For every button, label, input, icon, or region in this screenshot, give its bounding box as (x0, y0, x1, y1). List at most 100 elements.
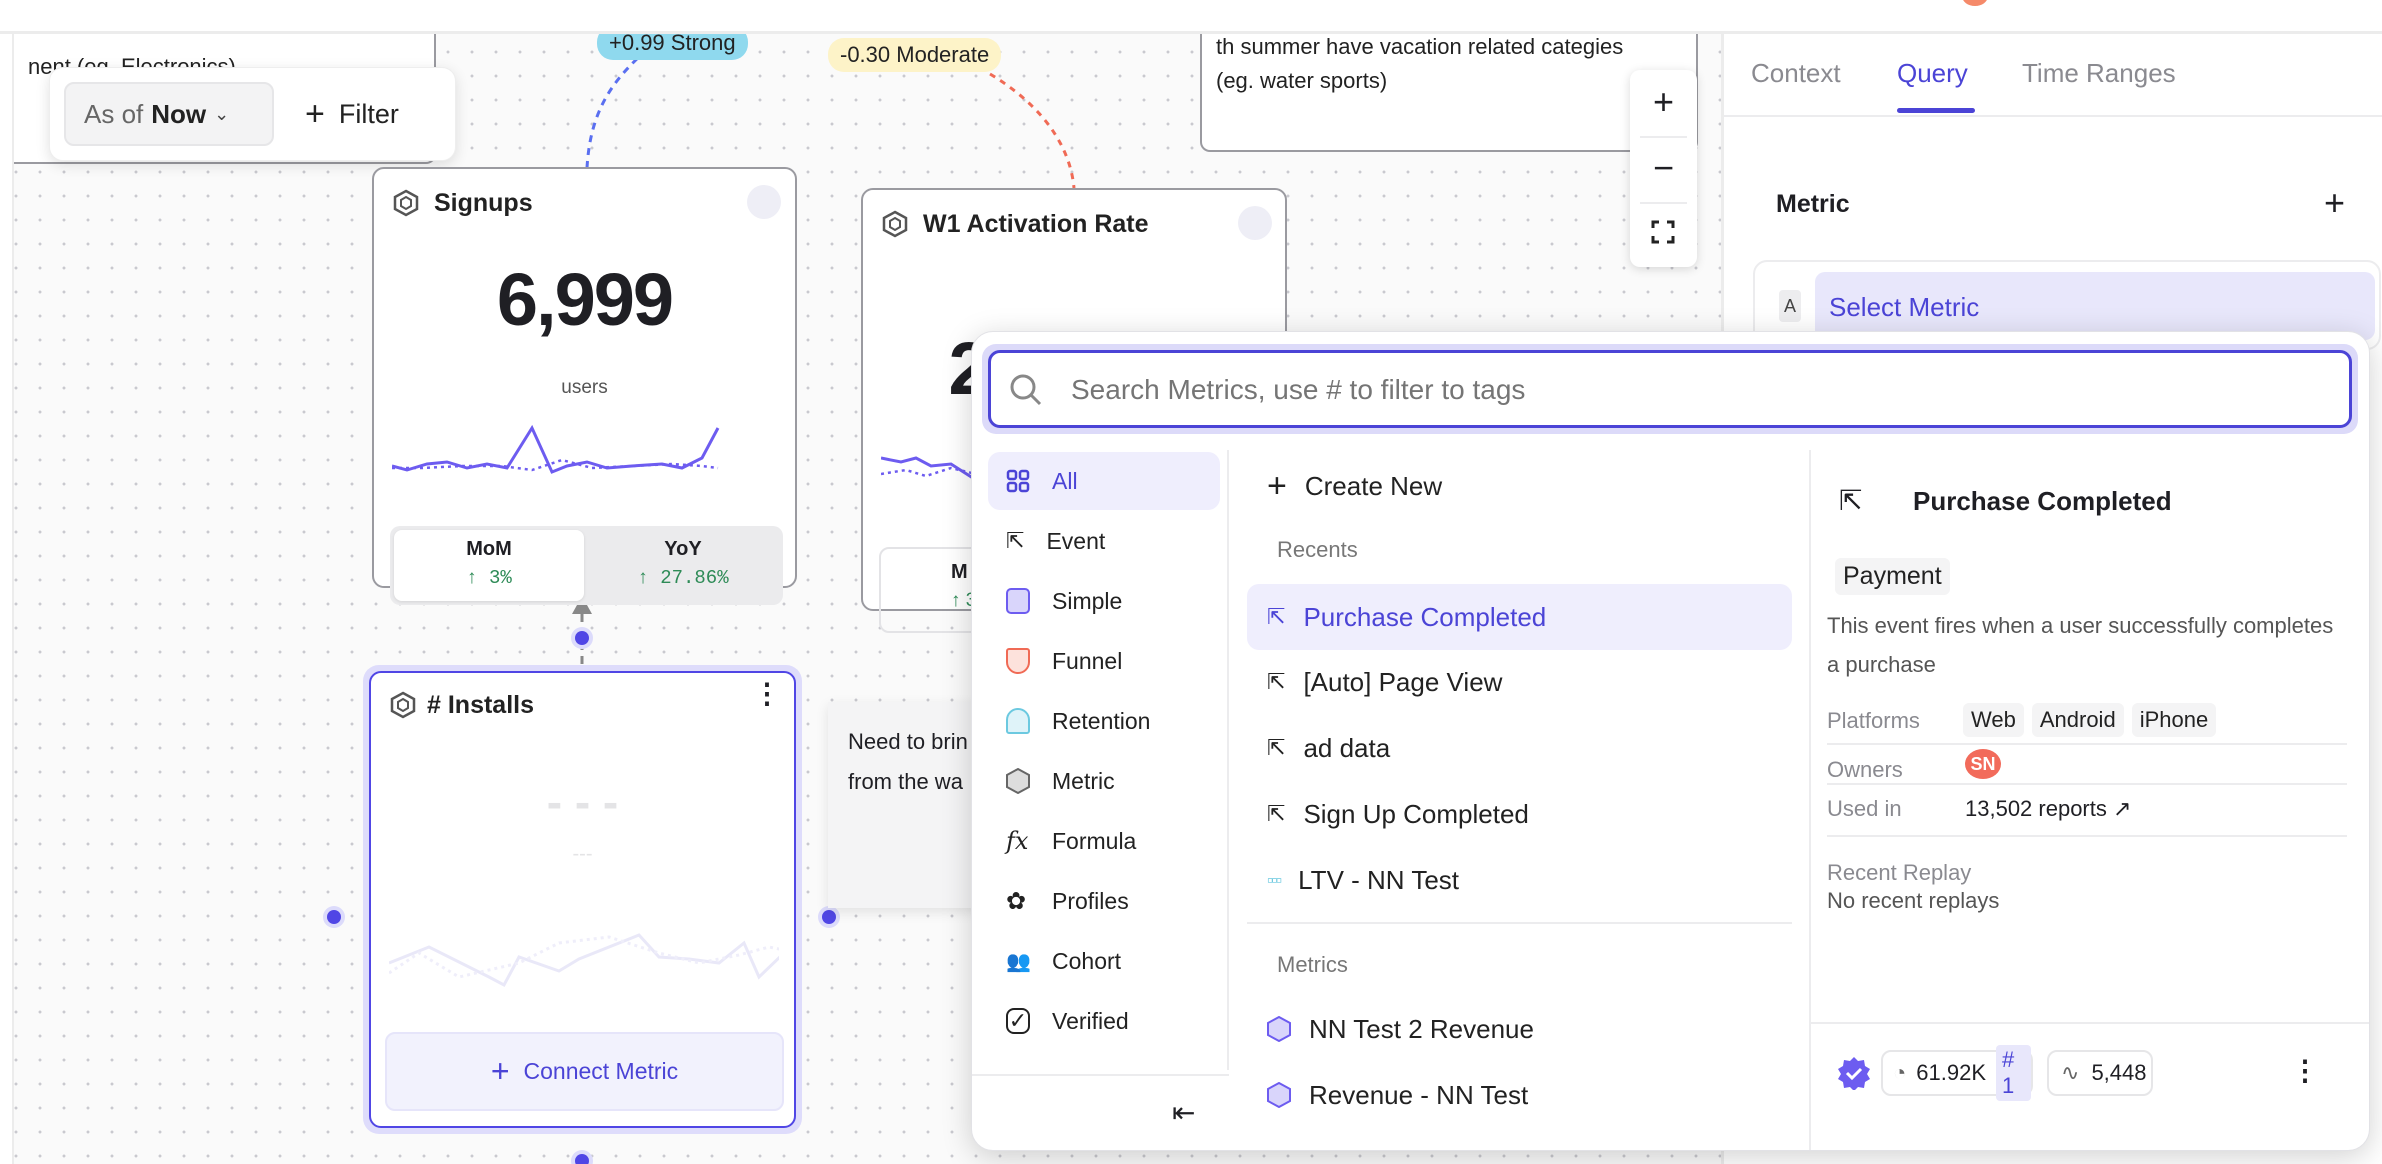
create-new-button[interactable]: + Create New (1247, 455, 1442, 517)
item-label: ad data (1303, 732, 1391, 763)
category-metric[interactable]: Metric (988, 752, 1220, 810)
left-edge-strip (0, 34, 14, 1164)
sparkline (881, 456, 977, 482)
verified-badge-icon (1838, 1057, 1870, 1090)
as-of-value: Now (151, 98, 207, 129)
correlation-badge-strong[interactable]: +0.99 Strong (597, 34, 748, 60)
metric-item[interactable]: NN Test 2 Revenue (1247, 998, 1534, 1060)
correlation-badge-moderate[interactable]: -0.30 Moderate (828, 38, 1002, 72)
category-cohort[interactable]: 👥 Cohort (988, 932, 1220, 990)
connection-handle[interactable] (822, 910, 836, 924)
kebab-menu-icon[interactable]: ⋮ (753, 678, 781, 709)
note-card-right[interactable]: th summer have vacation related categies… (1200, 34, 1698, 152)
as-of-dropdown[interactable]: As of Now ⌄ (64, 82, 274, 146)
metric-item[interactable]: Revenue - NN Test (1247, 1064, 1528, 1126)
add-metric-button[interactable]: + (2324, 182, 2346, 223)
zoom-in-button[interactable]: + (1652, 81, 1675, 122)
verified-icon: ✓ (1006, 1008, 1030, 1034)
active-tab-indicator (1897, 108, 1975, 113)
used-in-link[interactable]: 13,502 reports ↗ (1965, 796, 2132, 821)
yoy-option[interactable]: YoY ↑ 27.86% (588, 530, 778, 601)
category-profiles[interactable]: ✿ Profiles (988, 872, 1220, 930)
category-verified[interactable]: ✓ Verified (988, 992, 1220, 1050)
volume-value: 61.92K (1916, 1060, 1987, 1085)
owners-label: Owners (1827, 757, 1903, 782)
category-label: All (1052, 467, 1078, 494)
platform-chip: Android (2031, 703, 2124, 737)
avatar (747, 185, 781, 219)
metric-value: 6,999 (496, 258, 674, 341)
filter-toolbar: As of Now ⌄ + Filter (49, 67, 456, 161)
metric-card-signups[interactable]: Signups 6,999 users MoM ↑ 3% YoY ↑ 27.86… (372, 167, 797, 605)
event-cursor-icon: ⇱ (1267, 801, 1286, 826)
metric-hex-icon (882, 210, 908, 238)
select-metric-button[interactable]: Select Metric (1815, 272, 2375, 340)
zoom-out-button[interactable]: − (1652, 147, 1675, 188)
metric-heading: Metric (1776, 190, 1850, 218)
recent-item[interactable]: ⇱ [Auto] Page View (1247, 651, 1502, 713)
item-label: LTV - NN Test (1298, 864, 1460, 895)
placeholder-sparkline (389, 933, 779, 988)
recent-item[interactable]: ⇱ Purchase Completed (1247, 584, 1792, 650)
placeholder-value: - - - (546, 776, 619, 828)
tab-context[interactable]: Context (1751, 58, 1841, 88)
results-list: + Create New Recents ⇱ Purchase Completed … (1247, 450, 1809, 1150)
add-filter-button[interactable]: + Filter (305, 86, 399, 142)
profiles-icon: ✿ (1006, 887, 1027, 915)
category-all[interactable]: All (988, 452, 1220, 510)
category-retention[interactable]: Retention (988, 692, 1220, 750)
detail-description: This event fires when a user successfull… (1827, 613, 2334, 677)
card-title: # Installs (427, 691, 534, 719)
event-cursor-icon: ⇱ (1267, 669, 1286, 694)
sparkline (392, 424, 720, 474)
detail-pane: ⇱ Purchase Completed Payment This event … (1809, 450, 2369, 1150)
connection-handle[interactable] (327, 910, 341, 924)
category-simple[interactable]: Simple (988, 572, 1220, 630)
recent-replay-label: Recent Replay (1827, 860, 1972, 885)
metric-hex-icon (390, 691, 416, 719)
queries-value: 5,448 (2091, 1060, 2147, 1085)
zoom-controls: + − (1630, 70, 1697, 267)
tab-time-ranges[interactable]: Time Ranges (2022, 58, 2176, 88)
recents-heading: Recents (1277, 537, 1358, 562)
recent-item[interactable]: ⇱ Sign Up Completed (1247, 783, 1529, 845)
platforms-label: Platforms (1827, 708, 1920, 733)
tag-chip[interactable]: Payment (1835, 558, 1950, 595)
cohort-icon: 👥 (1006, 950, 1031, 973)
search-box[interactable] (988, 350, 2352, 428)
card-title: W1 Activation Rate (923, 210, 1149, 238)
tab-query[interactable]: Query (1897, 58, 1968, 88)
search-input[interactable] (1071, 365, 2271, 415)
rank-badge: # 1 (1996, 1045, 2031, 1101)
item-label: [Auto] Page View (1303, 666, 1503, 697)
simple-hex-icon (1006, 588, 1030, 614)
connection-handle[interactable] (575, 1154, 589, 1164)
connect-metric-button[interactable]: + Connect Metric (385, 1032, 784, 1111)
metric-card-installs[interactable]: # Installs ⋮ - - - --- + Connect Metric (369, 671, 796, 1128)
detail-title: Purchase Completed (1913, 486, 2172, 516)
note-line: (eg. water sports) (1216, 68, 1388, 93)
mom-label: MoM (466, 538, 512, 560)
category-funnel[interactable]: Funnel (988, 632, 1220, 690)
fit-view-button[interactable] (1651, 220, 1675, 244)
yoy-label: YoY (664, 538, 702, 560)
mom-value: ↑ 3% (466, 567, 512, 589)
arrow-head (572, 596, 592, 614)
category-event[interactable]: ⇱ Event (988, 512, 1220, 570)
owner-avatar[interactable]: SN (1965, 749, 2001, 779)
recent-item[interactable]: ⇱ ad data (1247, 717, 1390, 779)
item-label: Sign Up Completed (1303, 798, 1529, 829)
queries-stat[interactable]: ∿ 5,448 (2047, 1050, 2153, 1096)
collapse-sidebar-icon[interactable]: ⇤ (1172, 1097, 1196, 1128)
category-label: Simple (1052, 587, 1123, 614)
category-formula[interactable]: fx Formula (988, 812, 1220, 870)
more-options-icon[interactable]: ⋮ (2291, 1055, 2319, 1086)
volume-stat[interactable]: ◔ 61.92K # 1 (1881, 1045, 2033, 1101)
category-label: Verified (1052, 1007, 1129, 1034)
plus-icon: + (490, 1053, 510, 1089)
mom-option[interactable]: MoM ↑ 3% (394, 530, 584, 601)
connection-handle[interactable] (575, 631, 589, 645)
recent-item[interactable]: ▫▫▫ LTV - NN Test (1247, 849, 1459, 911)
category-label: Formula (1052, 827, 1137, 854)
user-avatar[interactable] (1962, 0, 1988, 6)
